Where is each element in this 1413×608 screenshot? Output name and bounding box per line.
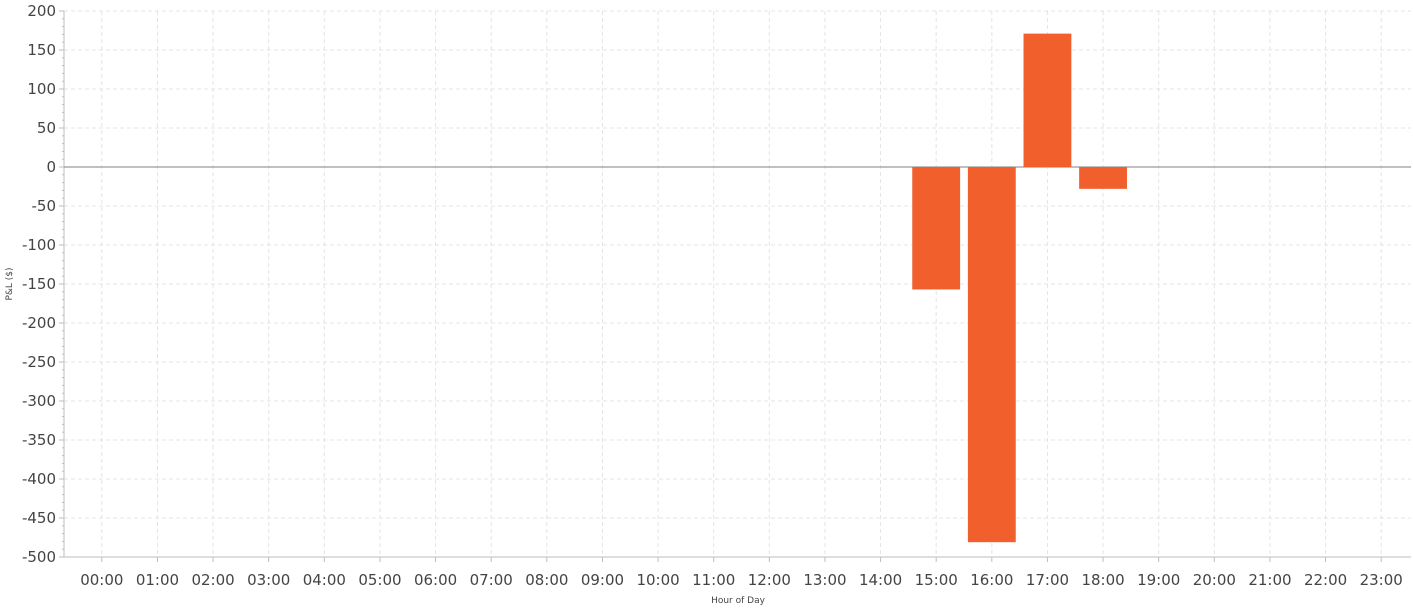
y-tick-label: 100 (27, 80, 56, 98)
bar-1500 (912, 167, 961, 290)
bar-1800 (1079, 167, 1127, 189)
x-tick-label: 11:00 (692, 571, 735, 589)
y-tick-label: -300 (22, 392, 56, 410)
x-tick-label: 07:00 (470, 571, 513, 589)
y-tick-label: -250 (22, 353, 56, 371)
x-tick-label: 18:00 (1081, 571, 1124, 589)
y-tick-label: 0 (46, 158, 56, 176)
x-tick-label: 14:00 (859, 571, 902, 589)
y-tick-label: -200 (22, 314, 56, 332)
y-tick-label: -400 (22, 470, 56, 488)
x-tick-label: 16:00 (970, 571, 1013, 589)
x-tick-label: 01:00 (136, 571, 179, 589)
x-tick-label: 20:00 (1193, 571, 1236, 589)
x-tick-label: 12:00 (748, 571, 791, 589)
x-tick-label: 10:00 (636, 571, 679, 589)
x-tick-label: 06:00 (414, 571, 457, 589)
grid-lines (64, 10, 1411, 558)
x-tick-label: 08:00 (525, 571, 568, 589)
x-axis-title: Hour of Day (711, 596, 766, 606)
x-tick-label: 03:00 (247, 571, 290, 589)
y-tick-label: 200 (27, 2, 56, 20)
y-tick-label: -350 (22, 431, 56, 449)
x-tick-label: 19:00 (1137, 571, 1180, 589)
x-tick-label: 17:00 (1026, 571, 1069, 589)
x-tick-label: 13:00 (803, 571, 846, 589)
x-tick-label: 23:00 (1360, 571, 1403, 589)
bar-1700 (1023, 33, 1072, 168)
y-tick-label: -500 (22, 548, 56, 566)
x-tick-label: 00:00 (80, 571, 123, 589)
x-tick-label: 02:00 (191, 571, 234, 589)
x-tick-label: 15:00 (915, 571, 958, 589)
y-tick-label: -100 (22, 236, 56, 254)
y-tick-label: -150 (22, 275, 56, 293)
tick-labels: -500-450-400-350-300-250-200-150-100-500… (22, 2, 1403, 589)
x-tick-label: 05:00 (358, 571, 401, 589)
bar-1600 (967, 167, 1016, 543)
axes (59, 10, 1411, 562)
y-tick-label: -50 (32, 197, 57, 215)
y-tick-label: 50 (37, 119, 56, 137)
x-tick-label: 22:00 (1304, 571, 1347, 589)
y-tick-label: -450 (22, 509, 56, 527)
x-tick-label: 04:00 (303, 571, 346, 589)
y-axis-title: P&L ($) (5, 267, 15, 300)
y-tick-label: 150 (27, 41, 56, 59)
bars (912, 33, 1127, 543)
x-tick-label: 21:00 (1248, 571, 1291, 589)
x-tick-label: 09:00 (581, 571, 624, 589)
